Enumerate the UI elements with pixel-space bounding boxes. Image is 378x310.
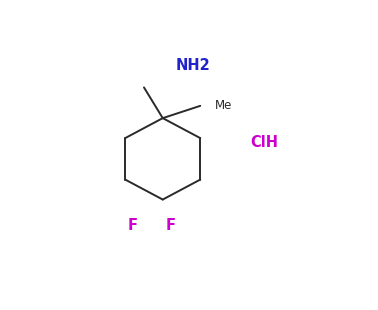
Text: F: F bbox=[165, 218, 175, 233]
Text: Me: Me bbox=[215, 99, 232, 112]
Text: NH2: NH2 bbox=[175, 58, 210, 73]
Text: F: F bbox=[128, 218, 138, 233]
Text: ClH: ClH bbox=[250, 135, 278, 150]
